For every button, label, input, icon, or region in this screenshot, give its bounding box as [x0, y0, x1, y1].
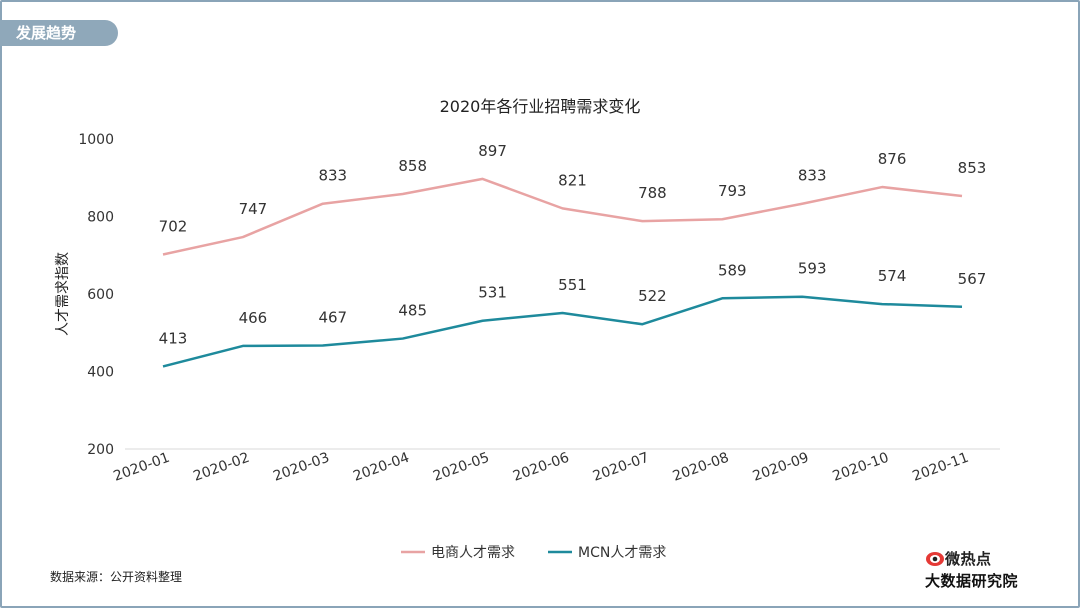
data-label: 702 — [159, 217, 188, 235]
data-label: 574 — [878, 267, 907, 285]
x-tick-label: 2020-02 — [191, 450, 251, 485]
data-label: 413 — [159, 329, 188, 347]
x-tick-label: 2020-01 — [111, 450, 171, 485]
y-axis-label: 人才需求指数 — [55, 252, 71, 336]
data-label: 567 — [958, 270, 987, 288]
x-tick-label: 2020-03 — [271, 450, 331, 485]
data-label: 897 — [478, 142, 507, 160]
y-tick-label: 400 — [87, 365, 114, 381]
data-label: 876 — [878, 150, 907, 168]
series-layer: 702 747 833 858 897 821 788 793 833 876 853 413 466 4… — [159, 142, 987, 368]
legend-label-1: 电商人才需求 — [431, 545, 515, 561]
data-label: 466 — [239, 309, 268, 327]
data-label: 833 — [318, 167, 347, 185]
x-tick-label: 2020-06 — [511, 450, 572, 485]
legend: 电商人才需求 MCN人才需求 — [401, 545, 666, 561]
logo-line1: 微热点 — [945, 550, 992, 568]
x-tick-label: 2020-10 — [831, 450, 891, 485]
y-tick-label: 600 — [87, 287, 114, 303]
section-tag: 发展趋势 — [0, 20, 118, 46]
x-tick-label: 2020-07 — [591, 450, 651, 485]
x-tick-label: 2020-08 — [671, 450, 731, 485]
data-label: 593 — [798, 260, 827, 278]
source-note: 数据来源：公开资料整理 — [50, 570, 183, 584]
series-line-1 — [162, 177, 963, 256]
weibo-eye-icon — [926, 552, 944, 566]
x-tick-label: 2020-05 — [431, 450, 491, 485]
logo: 微热点 大数据研究院 — [925, 548, 1045, 592]
data-label: 589 — [718, 261, 747, 279]
data-label: 551 — [558, 276, 587, 294]
data-label: 788 — [638, 184, 667, 202]
data-label: 853 — [958, 159, 987, 177]
y-tick-label: 200 — [87, 442, 114, 458]
data-label: 833 — [798, 167, 827, 185]
data-label: 467 — [318, 309, 347, 327]
x-tick-label: 2020-11 — [910, 450, 970, 485]
data-label: 793 — [718, 182, 747, 200]
x-axis-ticks: 2020-01 2020-02 2020-03 2020-04 2020-05 2020-… — [111, 450, 970, 485]
data-label: 522 — [638, 287, 667, 305]
x-tick-label: 2020-09 — [751, 450, 811, 485]
data-label: 821 — [558, 171, 587, 189]
data-label: 747 — [239, 200, 268, 218]
y-tick-label: 800 — [87, 210, 114, 226]
legend-label-2: MCN人才需求 — [578, 545, 666, 561]
series-line-2 — [162, 295, 963, 368]
y-tick-label: 1000 — [78, 132, 114, 148]
data-label: 858 — [398, 157, 427, 175]
y-axis-ticks: 200 400 600 800 1000 — [78, 132, 114, 458]
logo-line2: 大数据研究院 — [925, 572, 1019, 590]
data-label: 485 — [398, 302, 427, 320]
x-tick-label: 2020-04 — [351, 450, 412, 485]
chart-title: 2020年各行业招聘需求变化 — [440, 97, 641, 116]
data-label: 531 — [478, 284, 507, 302]
